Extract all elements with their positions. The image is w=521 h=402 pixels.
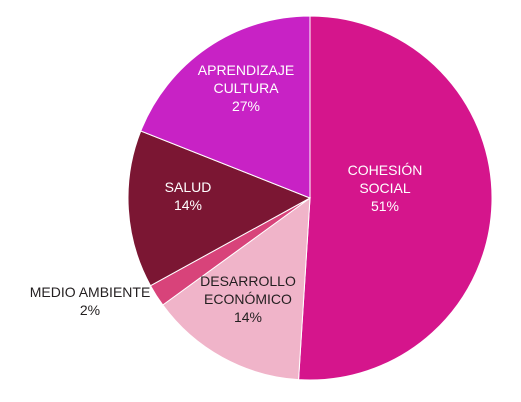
slice-label-line: ECONÓMICO [204, 291, 292, 307]
pie-slices [127, 15, 493, 381]
slice-label-line: DESARROLLO [200, 273, 296, 289]
slice-label-line: 2% [80, 302, 100, 318]
slice-label-line: APRENDIZAJE [198, 62, 294, 78]
slice-label-line: SALUD [165, 179, 212, 195]
pie-slice-cohesion [298, 15, 493, 381]
slice-label-desarrollo: DESARROLLO ECONÓMICO 14% [200, 273, 296, 325]
slice-label-line: SOCIAL [359, 180, 411, 196]
slice-label-line: 27% [232, 98, 260, 114]
slice-label-salud: SALUD 14% [165, 179, 212, 213]
slice-label-cohesion: COHESIÓN SOCIAL 51% [348, 162, 423, 214]
slice-label-line: MEDIO AMBIENTE [30, 284, 151, 300]
slice-label-medio: MEDIO AMBIENTE 2% [30, 284, 151, 318]
pie-slice-desarrollo [162, 196, 311, 381]
slice-label-line: CULTURA [213, 80, 279, 96]
slice-label-line: 14% [234, 309, 262, 325]
slice-label-line: COHESIÓN [348, 162, 423, 178]
slice-label-line: 51% [371, 198, 399, 214]
slice-label-aprendizaje: APRENDIZAJE CULTURA 27% [198, 62, 294, 114]
pie-slice-aprendizaje [140, 15, 311, 199]
slice-label-line: 14% [174, 197, 202, 213]
pie-labels: COHESIÓN SOCIAL 51% DESARROLLO ECONÓMICO 14% M… [30, 62, 423, 325]
pie-slice-salud [127, 130, 312, 287]
